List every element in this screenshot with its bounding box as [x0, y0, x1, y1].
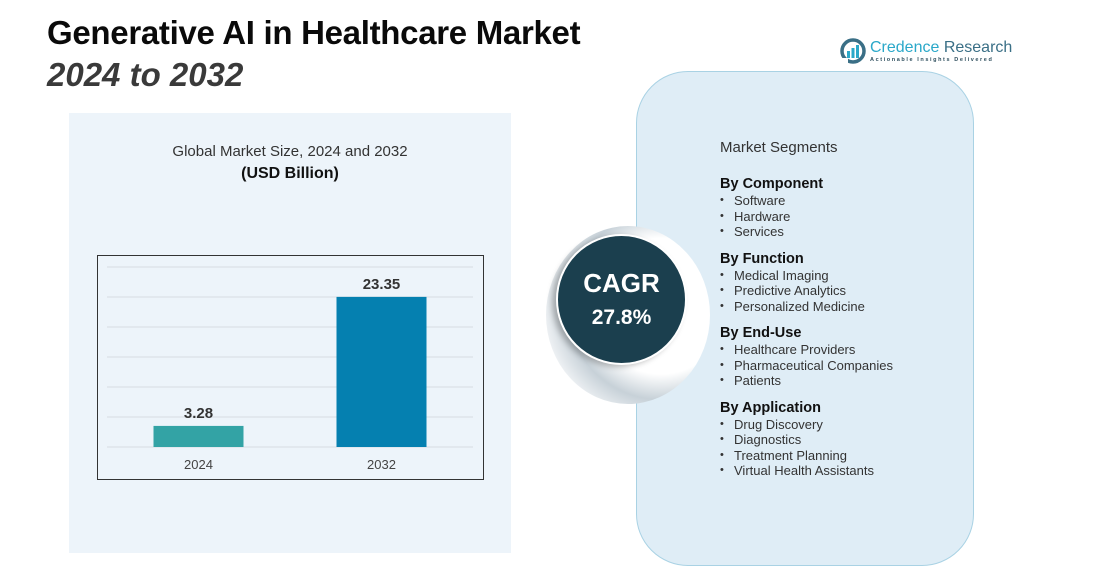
segment-item: • Patients — [720, 373, 893, 389]
bullet-icon: • — [720, 343, 724, 355]
segment-group-title: By Application — [720, 399, 821, 416]
segment-group: By Component • Software • Hardware • Services — [720, 176, 893, 240]
segment-item-label: Treatment Planning — [734, 447, 847, 463]
segment-item-label: Diagnostics — [734, 432, 802, 447]
logo-name-research: Research — [939, 39, 1013, 56]
segment-item: • Treatment Planning — [720, 448, 893, 464]
credence-research-logo: Credence Research Actionable Insights De… — [840, 38, 1012, 64]
segment-item-label: Predictive Analytics — [734, 283, 846, 298]
bullet-icon: • — [720, 194, 724, 206]
segment-item-label: Pharmaceutical Companies — [734, 357, 893, 373]
segment-item: • Pharmaceutical Companies — [720, 358, 893, 374]
segment-item: • Virtual Health Assistants — [720, 463, 893, 479]
segment-item-label: Software — [734, 193, 786, 208]
segment-item-label: Medical Imaging — [734, 267, 829, 283]
segment-item: • Drug Discovery — [720, 417, 893, 433]
segment-item-label: Personalized Medicine — [734, 298, 865, 314]
chart-frame — [97, 255, 484, 480]
bullet-icon: • — [720, 417, 724, 430]
segment-item: • Healthcare Providers — [720, 342, 893, 358]
segment-item: • Software — [720, 193, 893, 209]
segment-item: • Diagnostics — [720, 432, 893, 448]
x-tick-label: 2024 — [184, 457, 213, 472]
page-subtitle: 2024 to 2032 — [47, 56, 244, 93]
cagr-badge — [556, 234, 687, 365]
segment-item: • Hardware — [720, 209, 893, 225]
segment-group: By Function • Medical Imaging • Predictive A… — [720, 251, 893, 315]
segments-heading: Market Segments — [720, 139, 838, 156]
bullet-icon: • — [720, 448, 724, 461]
bar-2024 — [153, 425, 244, 447]
cagr-label: CAGR — [583, 268, 660, 298]
logo-name-credence: Credence — [870, 39, 940, 56]
segment-item-label: Hardware — [734, 208, 791, 224]
logo-tagline: Actionable Insights Delivered — [870, 57, 994, 63]
segment-group: By End-Use • Healthcare Providers • Pharmace… — [720, 325, 893, 389]
segment-group-title: By Component — [720, 176, 824, 192]
bar-2032 — [336, 296, 427, 447]
bullet-icon: • — [720, 433, 724, 445]
segment-item: • Services — [720, 224, 893, 240]
data-label: 3.28 — [184, 405, 213, 422]
bullet-icon: • — [720, 268, 724, 281]
chart-title: Global Market Size, 2024 and 2032 — [172, 143, 408, 160]
bullet-icon: • — [720, 358, 724, 371]
segment-groups: By Component • Software • Hardware • Services B… — [720, 176, 893, 490]
segment-group-title: By End-Use — [720, 325, 802, 341]
bullet-icon: • — [720, 299, 724, 312]
segment-item-label: Patients — [734, 373, 781, 388]
bullet-icon: • — [720, 464, 724, 476]
segment-group: By Application • Drug Discovery • Diagnostic… — [720, 400, 893, 479]
segment-item-label: Healthcare Providers — [734, 342, 856, 357]
cagr-value: 27.8% — [591, 306, 652, 329]
segment-item: • Medical Imaging — [720, 268, 893, 284]
segment-group-title: By Function — [720, 250, 804, 267]
page-title: Generative AI in Healthcare Market — [47, 14, 581, 51]
chart-unit-label: (USD Billion) — [241, 165, 339, 182]
segment-item-label: Virtual Health Assistants — [734, 463, 874, 478]
segment-item-label: Drug Discovery — [734, 416, 823, 432]
segment-item: • Predictive Analytics — [720, 283, 893, 299]
x-tick-label: 2032 — [367, 457, 396, 472]
bullet-icon: • — [720, 284, 724, 296]
bullet-icon: • — [720, 209, 724, 222]
data-label: 23.35 — [363, 276, 401, 293]
chart-panel: Global Market Size, 2024 and 2032 (USD B… — [69, 113, 511, 553]
bar-chart-logo-icon — [840, 38, 866, 64]
bar-chart: 3.28 2024 23.35 2032 — [97, 255, 484, 480]
bars: 3.28 2024 23.35 2032 — [153, 276, 427, 472]
logo-name: Credence Research — [870, 39, 1012, 57]
bullet-icon: • — [720, 374, 724, 386]
bullet-icon: • — [720, 225, 724, 237]
segment-item-label: Services — [734, 224, 784, 239]
segment-item: • Personalized Medicine — [720, 299, 893, 315]
